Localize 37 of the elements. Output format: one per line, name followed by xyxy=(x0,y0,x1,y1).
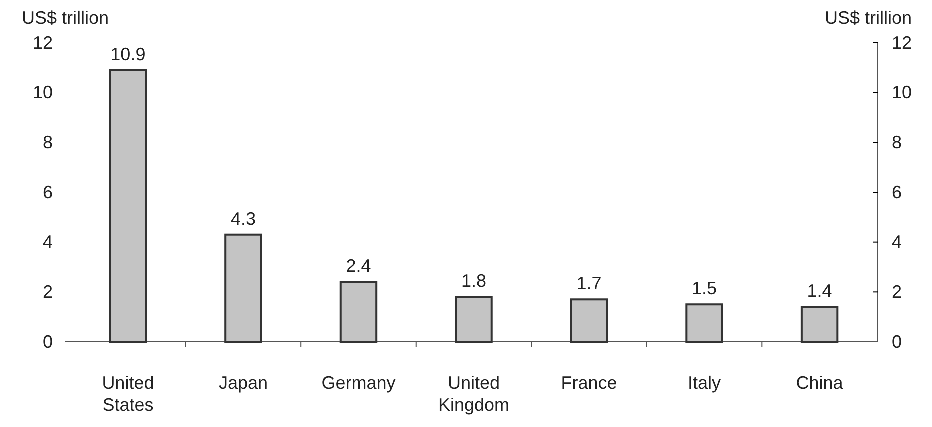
x-tick-label: Germany xyxy=(322,373,396,393)
bar xyxy=(800,306,839,343)
bar xyxy=(109,69,148,343)
x-tick-label: United Kingdom xyxy=(438,373,510,415)
y2-tick-label: 8 xyxy=(892,132,902,152)
data-label: 1.5 xyxy=(692,278,718,299)
x-tick-label: United States xyxy=(102,373,154,415)
bar xyxy=(570,298,608,343)
x-tick-label: Japan xyxy=(218,373,268,393)
y-tick-label: 10 xyxy=(32,82,53,103)
x-tick-label: China xyxy=(796,373,844,393)
x-tick-label: Italy xyxy=(688,373,722,393)
data-label: 1.8 xyxy=(461,271,487,292)
y2-tick-label: 6 xyxy=(892,182,902,202)
y-axis-title: US$ trillion xyxy=(22,8,110,28)
y2-tick-label: 0 xyxy=(892,332,902,352)
data-label: 2.4 xyxy=(346,256,372,276)
data-label: 10.9 xyxy=(110,44,146,64)
y-tick-label: 0 xyxy=(42,332,53,352)
y-tick-label: 4 xyxy=(42,232,53,252)
x-tick-label: France xyxy=(561,373,618,393)
bar xyxy=(340,281,378,343)
y-tick-label: 8 xyxy=(42,132,53,152)
y2-tick-label: 12 xyxy=(892,32,912,53)
data-label: 1.4 xyxy=(807,281,832,302)
y2-tick-label: 4 xyxy=(892,232,902,252)
y2-tick-label: 10 xyxy=(892,82,912,103)
y-tick-label: 12 xyxy=(32,32,53,53)
bar xyxy=(224,234,262,343)
data-label: 1.7 xyxy=(576,274,602,294)
y-tick-label: 2 xyxy=(42,282,53,302)
y-tick-label: 6 xyxy=(42,182,53,202)
y2-axis-title: US$ trillion xyxy=(824,8,912,28)
bar xyxy=(686,304,724,343)
y2-tick-label: 2 xyxy=(892,282,902,302)
data-label: 4.3 xyxy=(230,208,256,229)
bar xyxy=(455,296,493,343)
